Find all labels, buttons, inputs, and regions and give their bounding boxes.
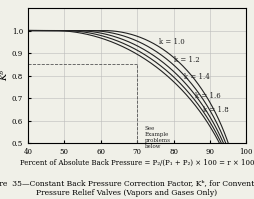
Text: k = 1.4: k = 1.4 (184, 73, 210, 81)
Text: k = 1.6: k = 1.6 (195, 92, 221, 100)
Text: Figure  35—Constant Back Pressure Correction Factor, Kᵇ, for Conventional
Pressu: Figure 35—Constant Back Pressure Correct… (0, 180, 254, 197)
X-axis label: Percent of Absolute Back Pressure = P₂/(P₁ + P₂) × 100 = r × 100: Percent of Absolute Back Pressure = P₂/(… (20, 159, 254, 167)
Text: k = 1.2: k = 1.2 (173, 56, 199, 64)
Y-axis label: Kᵇ: Kᵇ (0, 70, 9, 81)
Text: k = 1.8: k = 1.8 (203, 106, 228, 114)
Text: See
Example
problems
below: See Example problems below (145, 126, 170, 149)
Text: k = 1.0: k = 1.0 (159, 38, 185, 46)
